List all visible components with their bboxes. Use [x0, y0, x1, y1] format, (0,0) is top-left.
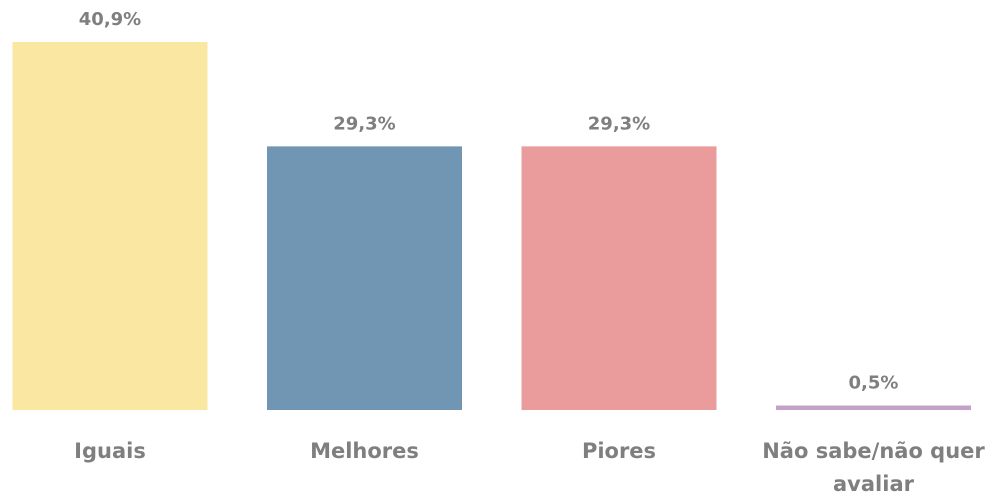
category-label-2: Piores: [582, 439, 656, 463]
category-label-3: Não sabe/não quer avaliar: [762, 439, 985, 496]
category-labels-group: Iguais Melhores Piores Não sabe/não quer ava…: [74, 439, 985, 496]
value-labels-group: 40,9% 29,3% 29,3% 0,5%: [79, 9, 899, 394]
bar-3: [776, 405, 971, 410]
value-label-1: 29,3%: [333, 113, 395, 134]
value-label-3: 0,5%: [849, 373, 899, 394]
value-label-2: 29,3%: [588, 113, 650, 134]
value-label-0: 40,9%: [79, 9, 141, 30]
category-label-1: Melhores: [310, 439, 419, 463]
bar-2: [521, 146, 717, 410]
bar-1: [267, 146, 462, 410]
category-label-0: Iguais: [74, 439, 146, 463]
bars-group: [12, 42, 971, 410]
bar-0: [12, 42, 208, 410]
